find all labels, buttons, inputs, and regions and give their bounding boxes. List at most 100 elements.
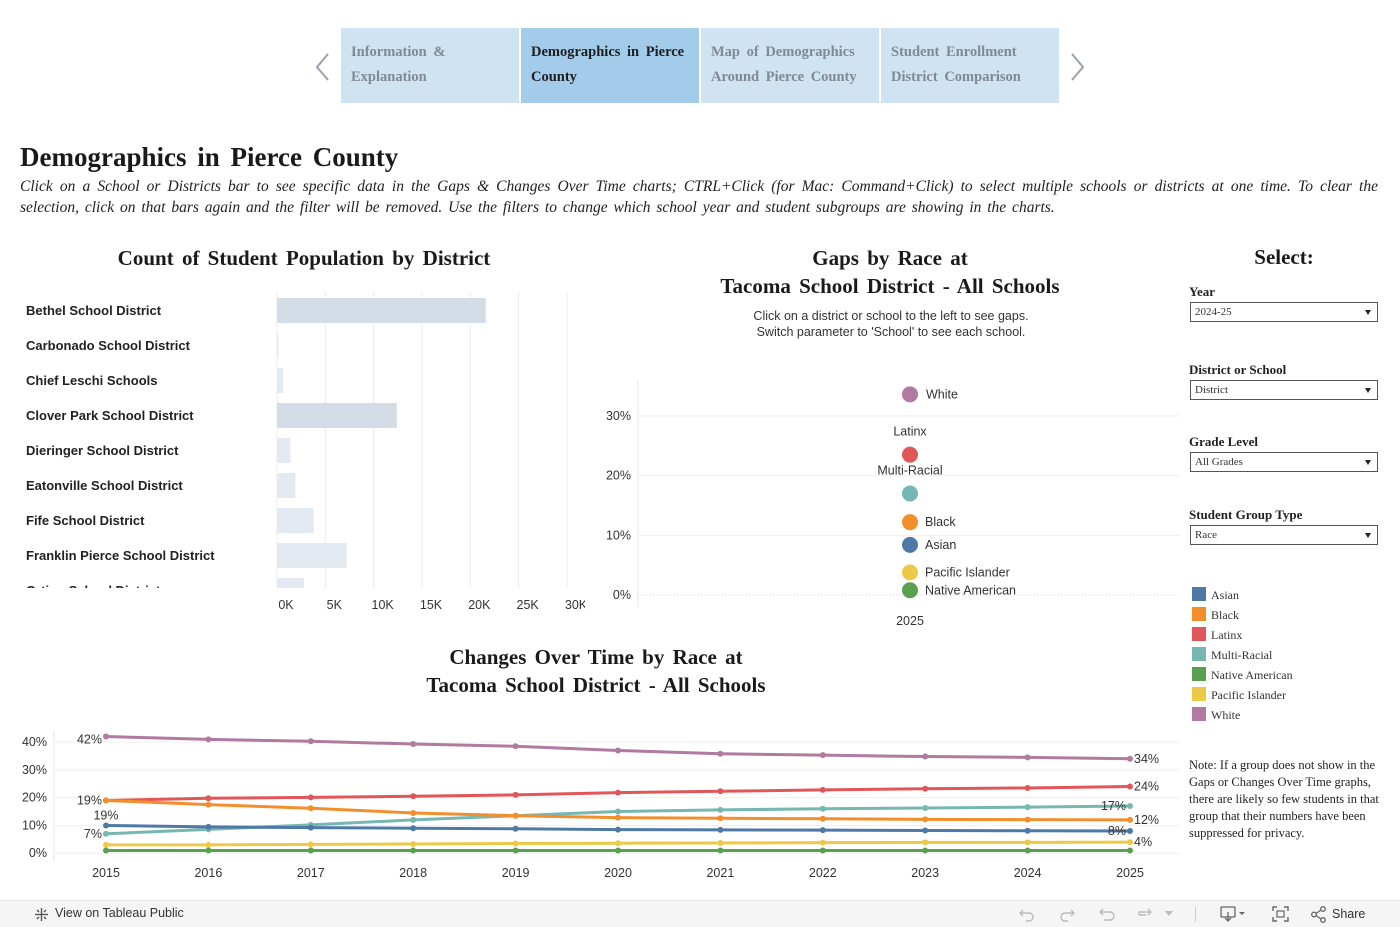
line-point-white[interactable] xyxy=(1024,754,1031,761)
line-point-asian[interactable] xyxy=(410,825,417,832)
line-point-native-american[interactable] xyxy=(103,847,109,854)
grade-level-select[interactable]: All Grades xyxy=(1190,452,1378,472)
line-point-asian[interactable] xyxy=(307,824,314,831)
download-icon[interactable] xyxy=(1220,906,1246,922)
line-point-native-american[interactable] xyxy=(1024,847,1031,854)
line-point-latinx[interactable] xyxy=(205,795,212,802)
fullscreen-icon[interactable] xyxy=(1272,906,1289,922)
line-point-multi-racial[interactable] xyxy=(1024,804,1031,811)
line-point-asian[interactable] xyxy=(717,826,724,833)
district-bar[interactable] xyxy=(277,508,314,533)
district-label[interactable]: Fife School District xyxy=(26,513,145,528)
line-point-multi-racial[interactable] xyxy=(717,806,724,813)
line-point-asian[interactable] xyxy=(103,822,109,829)
line-point-asian[interactable] xyxy=(819,827,826,834)
line-point-native-american[interactable] xyxy=(307,847,314,854)
district-label[interactable]: Clover Park School District xyxy=(26,408,194,423)
line-point-white[interactable] xyxy=(103,733,109,740)
line-point-asian[interactable] xyxy=(512,825,519,832)
dropdown-icon[interactable] xyxy=(1164,910,1174,918)
gap-point-pacific-islander[interactable] xyxy=(902,564,918,581)
district-label[interactable]: Dieringer School District xyxy=(26,443,179,458)
tab-map-of-demographics[interactable]: Map of Demographics Around Pierce County xyxy=(701,28,879,103)
line-point-native-american[interactable] xyxy=(922,847,929,854)
line-point-pacific-islander[interactable] xyxy=(1127,839,1133,846)
nav-prev-arrow-icon[interactable] xyxy=(312,50,334,84)
line-point-latinx[interactable] xyxy=(307,794,314,801)
line-point-pacific-islander[interactable] xyxy=(922,839,929,846)
line-point-white[interactable] xyxy=(307,738,314,745)
tab-enrollment-comparison[interactable]: Student Enrollment District Comparison xyxy=(881,28,1059,103)
share-icon[interactable] xyxy=(1310,906,1327,923)
gap-point-native-american[interactable] xyxy=(902,582,918,599)
line-point-white[interactable] xyxy=(922,753,929,760)
line-point-asian[interactable] xyxy=(615,826,621,833)
gap-point-multi-racial[interactable] xyxy=(902,485,918,502)
line-point-black[interactable] xyxy=(103,797,109,804)
changes-line-chart[interactable]: 0% 10% 20% 30% 40% 2015 2016 2017 2018 2019 2020 20… xyxy=(0,728,1185,888)
line-point-multi-racial[interactable] xyxy=(103,830,109,837)
line-point-latinx[interactable] xyxy=(1127,783,1133,790)
line-point-pacific-islander[interactable] xyxy=(410,841,417,848)
line-point-native-american[interactable] xyxy=(717,847,724,854)
line-point-pacific-islander[interactable] xyxy=(819,839,826,846)
line-point-pacific-islander[interactable] xyxy=(512,840,519,847)
district-label[interactable]: Bethel School District xyxy=(26,303,162,318)
line-point-native-american[interactable] xyxy=(512,847,519,854)
nav-next-arrow-icon[interactable] xyxy=(1066,50,1088,84)
line-point-white[interactable] xyxy=(1127,755,1133,762)
line-point-latinx[interactable] xyxy=(512,791,519,798)
line-point-pacific-islander[interactable] xyxy=(615,840,621,847)
line-point-asian[interactable] xyxy=(205,823,212,830)
district-bar[interactable] xyxy=(277,298,486,323)
line-point-multi-racial[interactable] xyxy=(410,816,417,823)
line-point-white[interactable] xyxy=(512,743,519,750)
line-point-black[interactable] xyxy=(1024,816,1031,823)
line-point-pacific-islander[interactable] xyxy=(205,841,212,848)
refresh-icon[interactable] xyxy=(1136,906,1156,922)
line-point-black[interactable] xyxy=(922,816,929,823)
line-point-asian[interactable] xyxy=(1024,827,1031,834)
line-point-white[interactable] xyxy=(819,752,826,759)
line-point-latinx[interactable] xyxy=(922,785,929,792)
gap-point-latinx[interactable] xyxy=(902,446,918,463)
line-point-latinx[interactable] xyxy=(410,793,417,800)
district-bar[interactable] xyxy=(277,368,284,393)
district-label[interactable]: Chief Leschi Schools xyxy=(26,373,158,388)
line-point-multi-racial[interactable] xyxy=(1127,803,1133,809)
district-bar[interactable] xyxy=(277,473,296,498)
gap-point-asian[interactable] xyxy=(902,536,918,553)
district-school-select[interactable]: District xyxy=(1190,380,1378,400)
district-bar[interactable] xyxy=(277,403,397,428)
district-bar[interactable] xyxy=(277,438,291,463)
line-point-pacific-islander[interactable] xyxy=(1024,839,1031,846)
line-point-native-american[interactable] xyxy=(819,847,826,854)
line-point-white[interactable] xyxy=(410,741,417,748)
district-label[interactable]: Franklin Pierce School District xyxy=(26,548,215,563)
line-point-native-american[interactable] xyxy=(1127,847,1133,854)
line-point-black[interactable] xyxy=(615,814,621,821)
student-group-select[interactable]: Race xyxy=(1190,525,1378,545)
district-bar-chart[interactable]: 0K 5K 10K 15K 20K 25K 30K xyxy=(270,290,585,615)
gap-point-white[interactable] xyxy=(902,386,918,403)
line-point-black[interactable] xyxy=(717,815,724,822)
line-point-latinx[interactable] xyxy=(1024,784,1031,791)
undo-icon[interactable] xyxy=(1018,906,1036,922)
line-point-multi-racial[interactable] xyxy=(615,808,621,815)
line-point-pacific-islander[interactable] xyxy=(103,841,109,848)
district-label[interactable]: Carbonado School District xyxy=(26,338,190,353)
line-point-black[interactable] xyxy=(307,805,314,812)
line-point-latinx[interactable] xyxy=(819,786,826,793)
line-point-black[interactable] xyxy=(512,812,519,819)
line-point-native-american[interactable] xyxy=(615,847,621,854)
line-point-asian[interactable] xyxy=(1127,828,1133,834)
line-point-black[interactable] xyxy=(410,809,417,816)
district-bar[interactable] xyxy=(277,543,347,568)
revert-icon[interactable] xyxy=(1098,906,1116,922)
district-label[interactable]: Orting School District xyxy=(26,583,160,588)
line-point-native-american[interactable] xyxy=(205,847,212,854)
line-point-white[interactable] xyxy=(615,747,621,754)
district-label[interactable]: Eatonville School District xyxy=(26,478,183,493)
line-point-multi-racial[interactable] xyxy=(922,804,929,811)
gap-point-black[interactable] xyxy=(902,514,918,531)
